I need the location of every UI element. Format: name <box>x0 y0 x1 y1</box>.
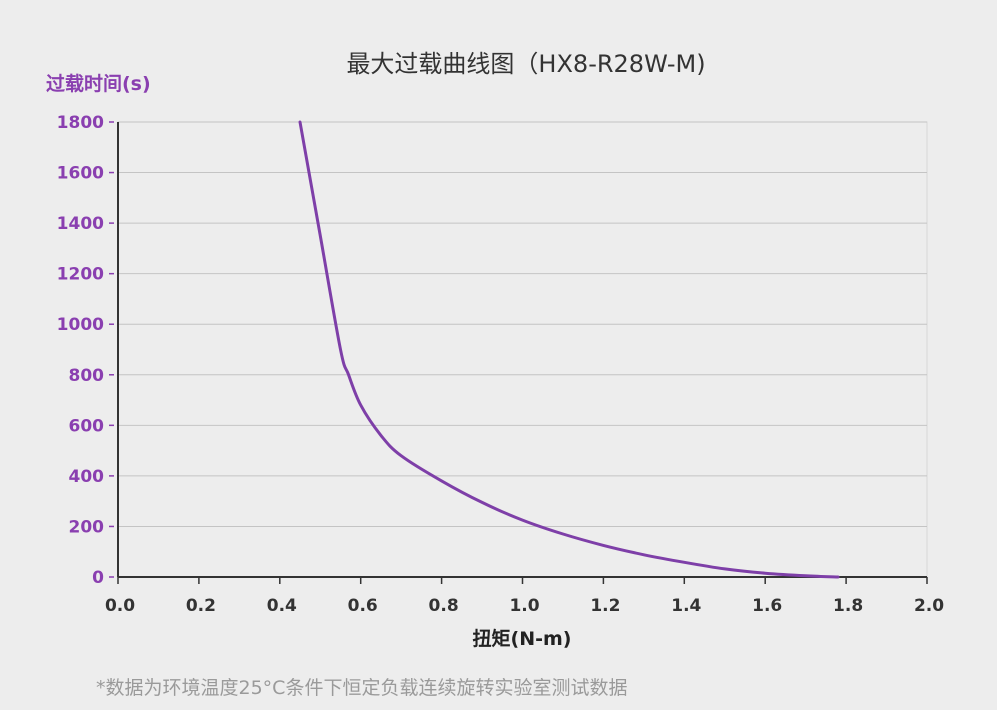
x-tick-label: 0.2 <box>186 596 216 616</box>
x-axis-ticks: 0.0 0.2 0.4 0.6 0.8 1.0 1.2 1.4 1.6 1.8 2.0 <box>105 577 944 616</box>
x-axis-label: 扭矩(N-m) <box>473 627 572 650</box>
overload-curve <box>298 120 840 579</box>
grid-lines <box>118 121 927 527</box>
y-tick-label: 200 <box>69 517 105 537</box>
y-tick-label: 0 <box>92 568 104 588</box>
y-tick-label: 800 <box>69 366 105 386</box>
y-tick-label: 1800 <box>57 113 104 133</box>
y-tick-label: 1400 <box>57 214 104 234</box>
x-tick-label: 1.4 <box>671 596 701 616</box>
footnote: *数据为环境温度25°C条件下恒定负载连续旋转实验室测试数据 <box>96 677 627 699</box>
x-tick-label: 1.6 <box>752 596 782 616</box>
plot-area <box>117 121 928 578</box>
y-tick-label: 400 <box>69 467 105 487</box>
x-tick-label: 0.0 <box>105 596 135 616</box>
x-tick-label: 1.8 <box>833 596 863 616</box>
x-tick-label: 1.2 <box>590 596 620 616</box>
y-tick-label: 600 <box>69 416 105 436</box>
x-tick-label: 0.4 <box>267 596 297 616</box>
y-axis-label: 过载时间(s) <box>46 72 151 95</box>
x-tick-label: 1.0 <box>509 596 539 616</box>
y-tick-label: 1600 <box>57 164 104 184</box>
x-tick-label: 0.8 <box>429 596 459 616</box>
x-tick-label: 2.0 <box>914 596 944 616</box>
chart-title: 最大过载曲线图（HX8-R28W-M) <box>346 50 705 78</box>
y-axis-ticks: 0 200 400 600 800 1000 1200 1400 1600 1800 <box>57 113 114 588</box>
y-tick-label: 1000 <box>57 315 104 335</box>
y-tick-label: 1200 <box>57 265 104 285</box>
x-tick-label: 0.6 <box>348 596 378 616</box>
